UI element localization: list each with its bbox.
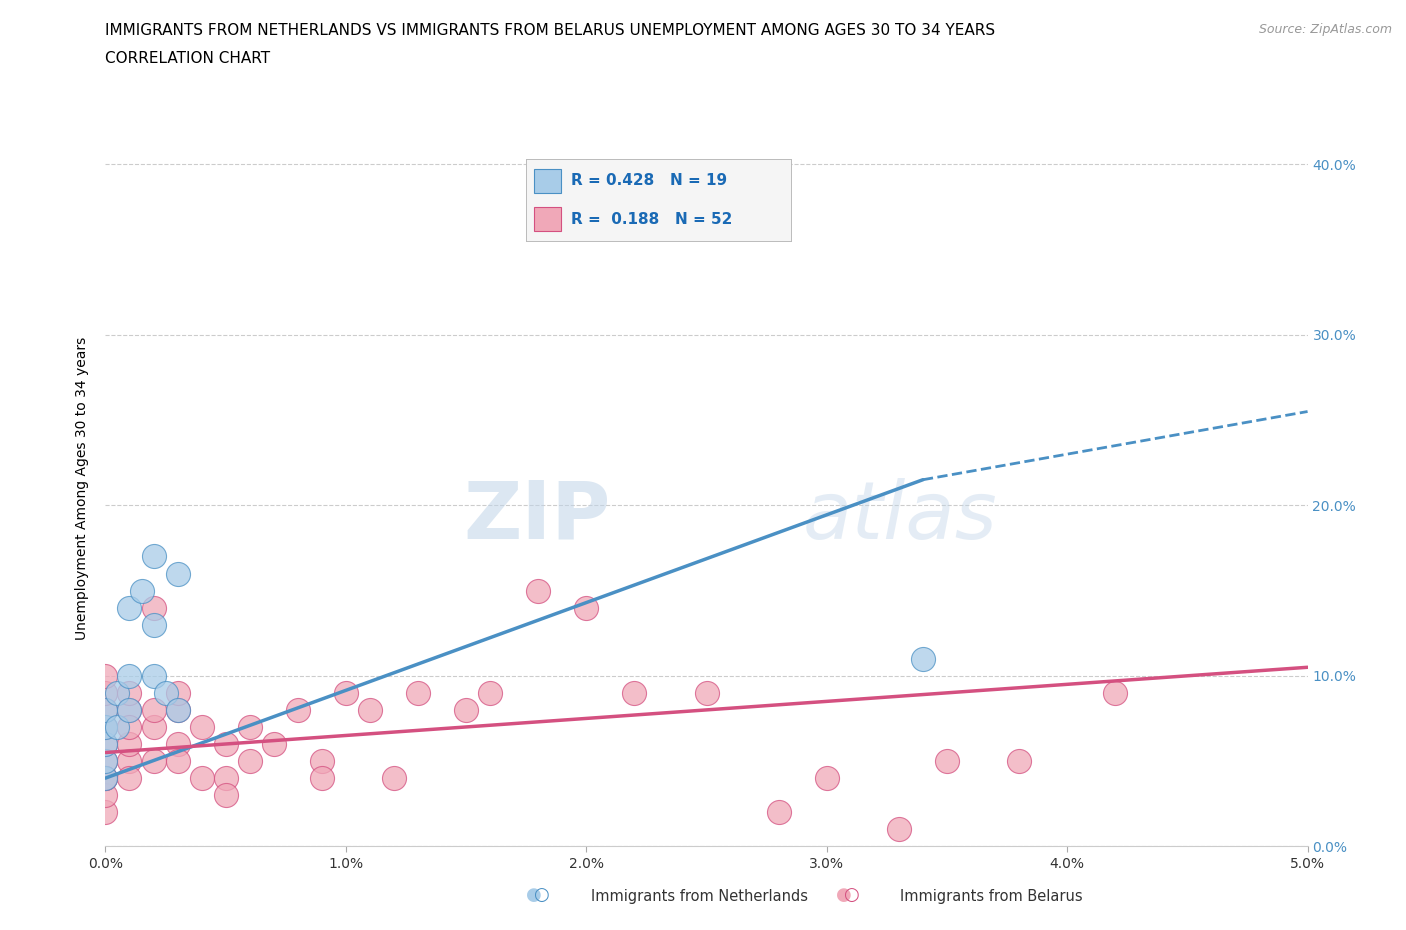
Point [142, 753, 165, 768]
Point [94, 788, 117, 803]
Point [190, 771, 212, 786]
Point [166, 702, 188, 717]
Point [214, 788, 236, 803]
Point [94, 771, 117, 786]
Point [359, 702, 381, 717]
Point [118, 771, 141, 786]
Point [94, 685, 117, 700]
Point [311, 771, 333, 786]
Bar [534, 206, 561, 232]
Point [696, 685, 718, 700]
Text: CORRELATION CHART: CORRELATION CHART [105, 51, 270, 66]
Point [94, 753, 117, 768]
Text: Immigrants from Belarus: Immigrants from Belarus [900, 889, 1083, 904]
Text: ●: ● [835, 886, 852, 904]
Text: ●: ● [526, 886, 543, 904]
Point [142, 669, 165, 684]
Point [118, 669, 141, 684]
Point [768, 804, 790, 819]
Point [166, 566, 188, 581]
Point [311, 753, 333, 768]
Point [239, 753, 262, 768]
Point [214, 737, 236, 751]
Point [479, 685, 502, 700]
Point [887, 822, 910, 837]
Text: Source: ZipAtlas.com: Source: ZipAtlas.com [1258, 23, 1392, 36]
Text: ○: ○ [533, 886, 550, 904]
Point [94, 669, 117, 684]
Point [1104, 685, 1126, 700]
Bar [534, 168, 561, 193]
Point [142, 549, 165, 564]
Point [142, 702, 165, 717]
Point [214, 771, 236, 786]
Point [131, 583, 153, 598]
Point [911, 651, 934, 666]
Point [239, 720, 262, 735]
Text: atlas: atlas [803, 478, 997, 556]
Point [142, 600, 165, 615]
Point [335, 685, 357, 700]
Point [94, 702, 117, 717]
Text: Immigrants from Netherlands: Immigrants from Netherlands [591, 889, 807, 904]
Text: ZIP: ZIP [463, 478, 610, 556]
Point [118, 753, 141, 768]
Point [94, 771, 117, 786]
Point [166, 702, 188, 717]
Point [575, 600, 598, 615]
Text: R = 0.428   N = 19: R = 0.428 N = 19 [571, 173, 727, 188]
Point [454, 702, 477, 717]
Text: R =  0.188   N = 52: R = 0.188 N = 52 [571, 212, 733, 227]
Point [94, 804, 117, 819]
Point [527, 583, 550, 598]
Point [94, 737, 117, 751]
Point [936, 753, 959, 768]
Point [94, 771, 117, 786]
Point [107, 685, 129, 700]
Point [107, 720, 129, 735]
Point [263, 737, 285, 751]
Point [623, 685, 645, 700]
Point [94, 737, 117, 751]
Text: ○: ○ [842, 886, 859, 904]
Point [94, 702, 117, 717]
Point [118, 600, 141, 615]
Text: IMMIGRANTS FROM NETHERLANDS VS IMMIGRANTS FROM BELARUS UNEMPLOYMENT AMONG AGES 3: IMMIGRANTS FROM NETHERLANDS VS IMMIGRANT… [105, 23, 995, 38]
Point [190, 720, 212, 735]
Point [118, 702, 141, 717]
Point [118, 737, 141, 751]
Y-axis label: Unemployment Among Ages 30 to 34 years: Unemployment Among Ages 30 to 34 years [76, 337, 90, 640]
Point [382, 771, 405, 786]
Point [94, 720, 117, 735]
Point [166, 753, 188, 768]
Point [166, 685, 188, 700]
Point [1008, 753, 1031, 768]
Point [142, 720, 165, 735]
Point [94, 753, 117, 768]
Point [551, 208, 574, 223]
Point [118, 685, 141, 700]
Point [287, 702, 309, 717]
Point [94, 720, 117, 735]
Point [118, 720, 141, 735]
Point [406, 685, 429, 700]
Point [118, 702, 141, 717]
Point [155, 685, 177, 700]
Point [142, 618, 165, 632]
Point [815, 771, 838, 786]
Point [166, 737, 188, 751]
